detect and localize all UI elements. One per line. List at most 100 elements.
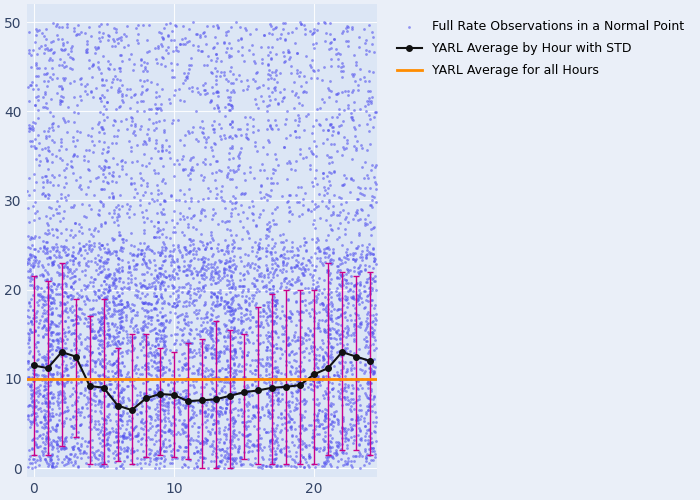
Full Rate Observations in a Normal Point bbox=[219, 375, 230, 383]
Full Rate Observations in a Normal Point bbox=[291, 49, 302, 57]
Full Rate Observations in a Normal Point bbox=[96, 426, 107, 434]
Full Rate Observations in a Normal Point bbox=[349, 77, 360, 85]
Full Rate Observations in a Normal Point bbox=[118, 303, 130, 311]
Full Rate Observations in a Normal Point bbox=[364, 111, 375, 119]
Full Rate Observations in a Normal Point bbox=[263, 462, 274, 469]
Full Rate Observations in a Normal Point bbox=[109, 72, 120, 80]
Full Rate Observations in a Normal Point bbox=[342, 460, 353, 468]
Full Rate Observations in a Normal Point bbox=[290, 405, 302, 413]
Full Rate Observations in a Normal Point bbox=[246, 356, 258, 364]
Full Rate Observations in a Normal Point bbox=[22, 242, 33, 250]
Full Rate Observations in a Normal Point bbox=[83, 453, 94, 461]
Full Rate Observations in a Normal Point bbox=[60, 444, 71, 452]
Full Rate Observations in a Normal Point bbox=[209, 289, 220, 297]
Full Rate Observations in a Normal Point bbox=[298, 202, 309, 209]
Full Rate Observations in a Normal Point bbox=[264, 353, 275, 361]
Full Rate Observations in a Normal Point bbox=[58, 46, 69, 54]
Full Rate Observations in a Normal Point bbox=[68, 452, 79, 460]
Full Rate Observations in a Normal Point bbox=[145, 282, 156, 290]
Full Rate Observations in a Normal Point bbox=[151, 348, 162, 356]
Full Rate Observations in a Normal Point bbox=[205, 294, 216, 302]
Full Rate Observations in a Normal Point bbox=[31, 93, 42, 101]
Full Rate Observations in a Normal Point bbox=[356, 452, 368, 460]
Full Rate Observations in a Normal Point bbox=[167, 282, 178, 290]
Full Rate Observations in a Normal Point bbox=[46, 452, 57, 460]
Full Rate Observations in a Normal Point bbox=[270, 95, 281, 103]
Full Rate Observations in a Normal Point bbox=[223, 368, 234, 376]
Full Rate Observations in a Normal Point bbox=[76, 340, 87, 347]
Full Rate Observations in a Normal Point bbox=[83, 131, 94, 139]
Full Rate Observations in a Normal Point bbox=[144, 454, 155, 462]
Full Rate Observations in a Normal Point bbox=[226, 247, 237, 255]
Full Rate Observations in a Normal Point bbox=[125, 423, 136, 431]
Full Rate Observations in a Normal Point bbox=[314, 399, 325, 407]
Full Rate Observations in a Normal Point bbox=[98, 294, 109, 302]
Full Rate Observations in a Normal Point bbox=[152, 349, 163, 357]
Full Rate Observations in a Normal Point bbox=[81, 249, 92, 257]
Full Rate Observations in a Normal Point bbox=[270, 309, 281, 317]
Full Rate Observations in a Normal Point bbox=[174, 196, 185, 204]
Full Rate Observations in a Normal Point bbox=[69, 278, 80, 285]
Full Rate Observations in a Normal Point bbox=[277, 258, 288, 266]
Full Rate Observations in a Normal Point bbox=[344, 358, 356, 366]
Full Rate Observations in a Normal Point bbox=[60, 394, 71, 402]
Full Rate Observations in a Normal Point bbox=[46, 298, 57, 306]
Full Rate Observations in a Normal Point bbox=[279, 450, 290, 458]
Full Rate Observations in a Normal Point bbox=[249, 370, 260, 378]
Full Rate Observations in a Normal Point bbox=[174, 404, 185, 412]
Full Rate Observations in a Normal Point bbox=[336, 455, 347, 463]
Full Rate Observations in a Normal Point bbox=[336, 357, 347, 365]
Full Rate Observations in a Normal Point bbox=[337, 440, 348, 448]
Full Rate Observations in a Normal Point bbox=[208, 385, 219, 393]
Full Rate Observations in a Normal Point bbox=[367, 332, 378, 340]
Full Rate Observations in a Normal Point bbox=[156, 147, 167, 155]
Full Rate Observations in a Normal Point bbox=[172, 292, 183, 300]
Full Rate Observations in a Normal Point bbox=[141, 392, 153, 400]
Full Rate Observations in a Normal Point bbox=[324, 313, 335, 321]
Full Rate Observations in a Normal Point bbox=[366, 225, 377, 233]
Full Rate Observations in a Normal Point bbox=[234, 217, 246, 225]
Full Rate Observations in a Normal Point bbox=[144, 280, 155, 288]
Full Rate Observations in a Normal Point bbox=[300, 238, 312, 246]
Full Rate Observations in a Normal Point bbox=[210, 168, 221, 176]
Full Rate Observations in a Normal Point bbox=[360, 341, 372, 349]
Full Rate Observations in a Normal Point bbox=[51, 336, 62, 344]
Full Rate Observations in a Normal Point bbox=[360, 422, 371, 430]
Full Rate Observations in a Normal Point bbox=[27, 202, 38, 210]
Full Rate Observations in a Normal Point bbox=[332, 56, 344, 64]
Full Rate Observations in a Normal Point bbox=[22, 412, 34, 420]
Full Rate Observations in a Normal Point bbox=[218, 264, 230, 272]
Full Rate Observations in a Normal Point bbox=[332, 147, 343, 155]
Full Rate Observations in a Normal Point bbox=[364, 20, 375, 28]
Full Rate Observations in a Normal Point bbox=[207, 406, 218, 414]
Full Rate Observations in a Normal Point bbox=[88, 386, 99, 394]
Full Rate Observations in a Normal Point bbox=[160, 274, 172, 281]
Full Rate Observations in a Normal Point bbox=[270, 301, 281, 309]
Full Rate Observations in a Normal Point bbox=[230, 194, 241, 202]
Full Rate Observations in a Normal Point bbox=[265, 396, 276, 404]
Full Rate Observations in a Normal Point bbox=[258, 81, 269, 89]
Full Rate Observations in a Normal Point bbox=[41, 212, 52, 220]
Full Rate Observations in a Normal Point bbox=[113, 314, 125, 322]
Full Rate Observations in a Normal Point bbox=[332, 442, 344, 450]
Full Rate Observations in a Normal Point bbox=[269, 84, 280, 92]
Full Rate Observations in a Normal Point bbox=[164, 366, 175, 374]
Full Rate Observations in a Normal Point bbox=[72, 462, 83, 470]
Full Rate Observations in a Normal Point bbox=[142, 283, 153, 291]
Full Rate Observations in a Normal Point bbox=[80, 360, 91, 368]
Full Rate Observations in a Normal Point bbox=[85, 456, 97, 464]
Full Rate Observations in a Normal Point bbox=[211, 268, 222, 276]
Full Rate Observations in a Normal Point bbox=[33, 92, 44, 100]
Full Rate Observations in a Normal Point bbox=[270, 24, 281, 32]
Full Rate Observations in a Normal Point bbox=[222, 281, 233, 289]
Full Rate Observations in a Normal Point bbox=[152, 411, 163, 419]
Full Rate Observations in a Normal Point bbox=[325, 19, 336, 27]
Full Rate Observations in a Normal Point bbox=[318, 248, 330, 256]
Full Rate Observations in a Normal Point bbox=[227, 117, 238, 125]
Full Rate Observations in a Normal Point bbox=[239, 448, 250, 456]
Full Rate Observations in a Normal Point bbox=[138, 300, 149, 308]
Full Rate Observations in a Normal Point bbox=[186, 348, 197, 356]
Full Rate Observations in a Normal Point bbox=[242, 422, 253, 430]
Full Rate Observations in a Normal Point bbox=[246, 247, 258, 255]
Full Rate Observations in a Normal Point bbox=[337, 327, 349, 335]
